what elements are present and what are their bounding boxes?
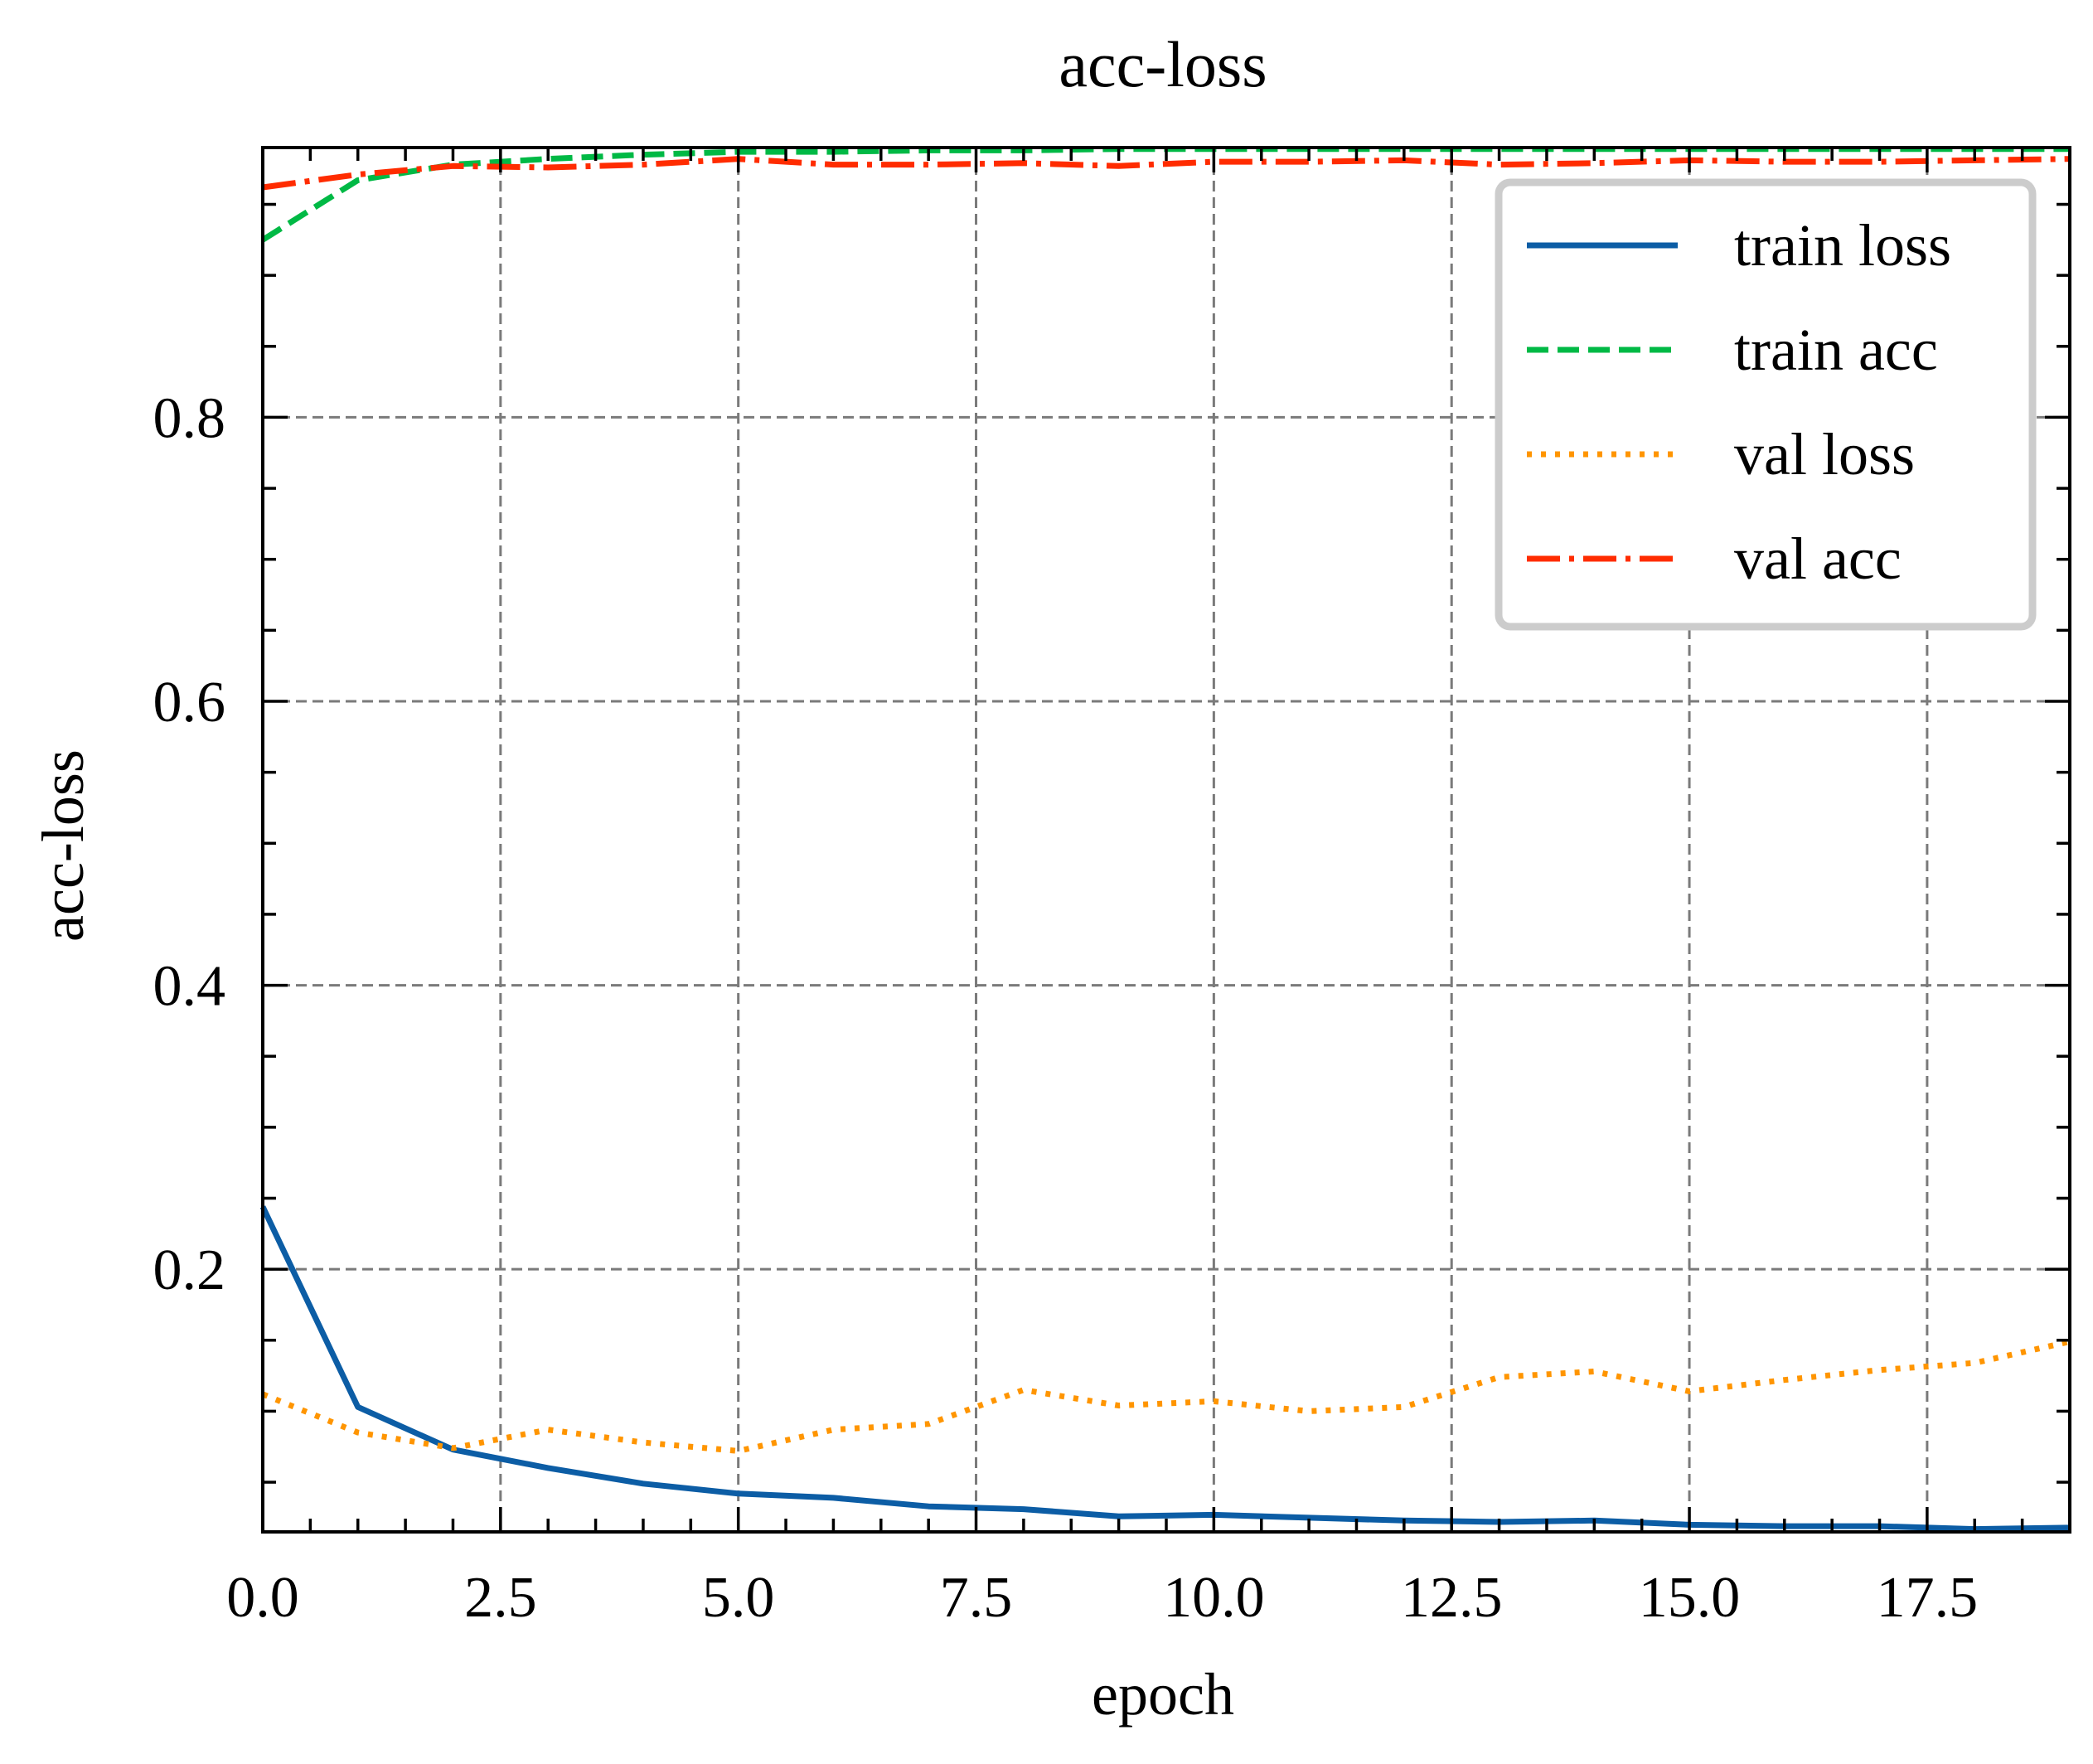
x-tick-label: 17.5 — [1877, 1566, 1979, 1630]
y-tick-label: 0.4 — [153, 955, 226, 1019]
series-line-val-acc — [262, 156, 2071, 191]
legend-label: val acc — [1734, 526, 1902, 592]
legend-label: train acc — [1734, 317, 1938, 383]
x-tick-label: 5.0 — [702, 1566, 775, 1630]
legend-label: val loss — [1734, 421, 1915, 487]
y-tick-label: 0.8 — [153, 386, 226, 450]
chart-title: acc-loss — [1059, 28, 1267, 100]
tick-marks — [261, 148, 2071, 1532]
legend: train loss train acc val loss val acc — [1495, 178, 2037, 631]
x-tick-label: 15.0 — [1639, 1566, 1741, 1630]
y-axis-label: acc-loss — [30, 749, 96, 942]
x-tick-label: 12.5 — [1401, 1566, 1503, 1630]
x-axis-label: epoch — [1092, 1661, 1234, 1728]
series-line-val-loss — [261, 1339, 2071, 1454]
x-tick-label: 7.5 — [940, 1566, 1013, 1630]
series-line-train-loss — [259, 1205, 2071, 1533]
x-tick-label: 2.5 — [464, 1566, 537, 1630]
grid-lines — [263, 148, 2070, 1532]
y-tick-label: 0.6 — [153, 671, 226, 734]
tick-labels: 0.0 2.5 5.0 7.5 10.0 12.5 15.0 17.5 0.2 0.4 0.6 0.8 — [153, 386, 1979, 1630]
legend-box — [1495, 178, 2037, 631]
x-tick-label: 0.0 — [226, 1566, 299, 1630]
legend-label: train loss — [1734, 212, 1951, 279]
y-tick-label: 0.2 — [153, 1238, 226, 1302]
x-tick-label: 10.0 — [1163, 1566, 1265, 1630]
